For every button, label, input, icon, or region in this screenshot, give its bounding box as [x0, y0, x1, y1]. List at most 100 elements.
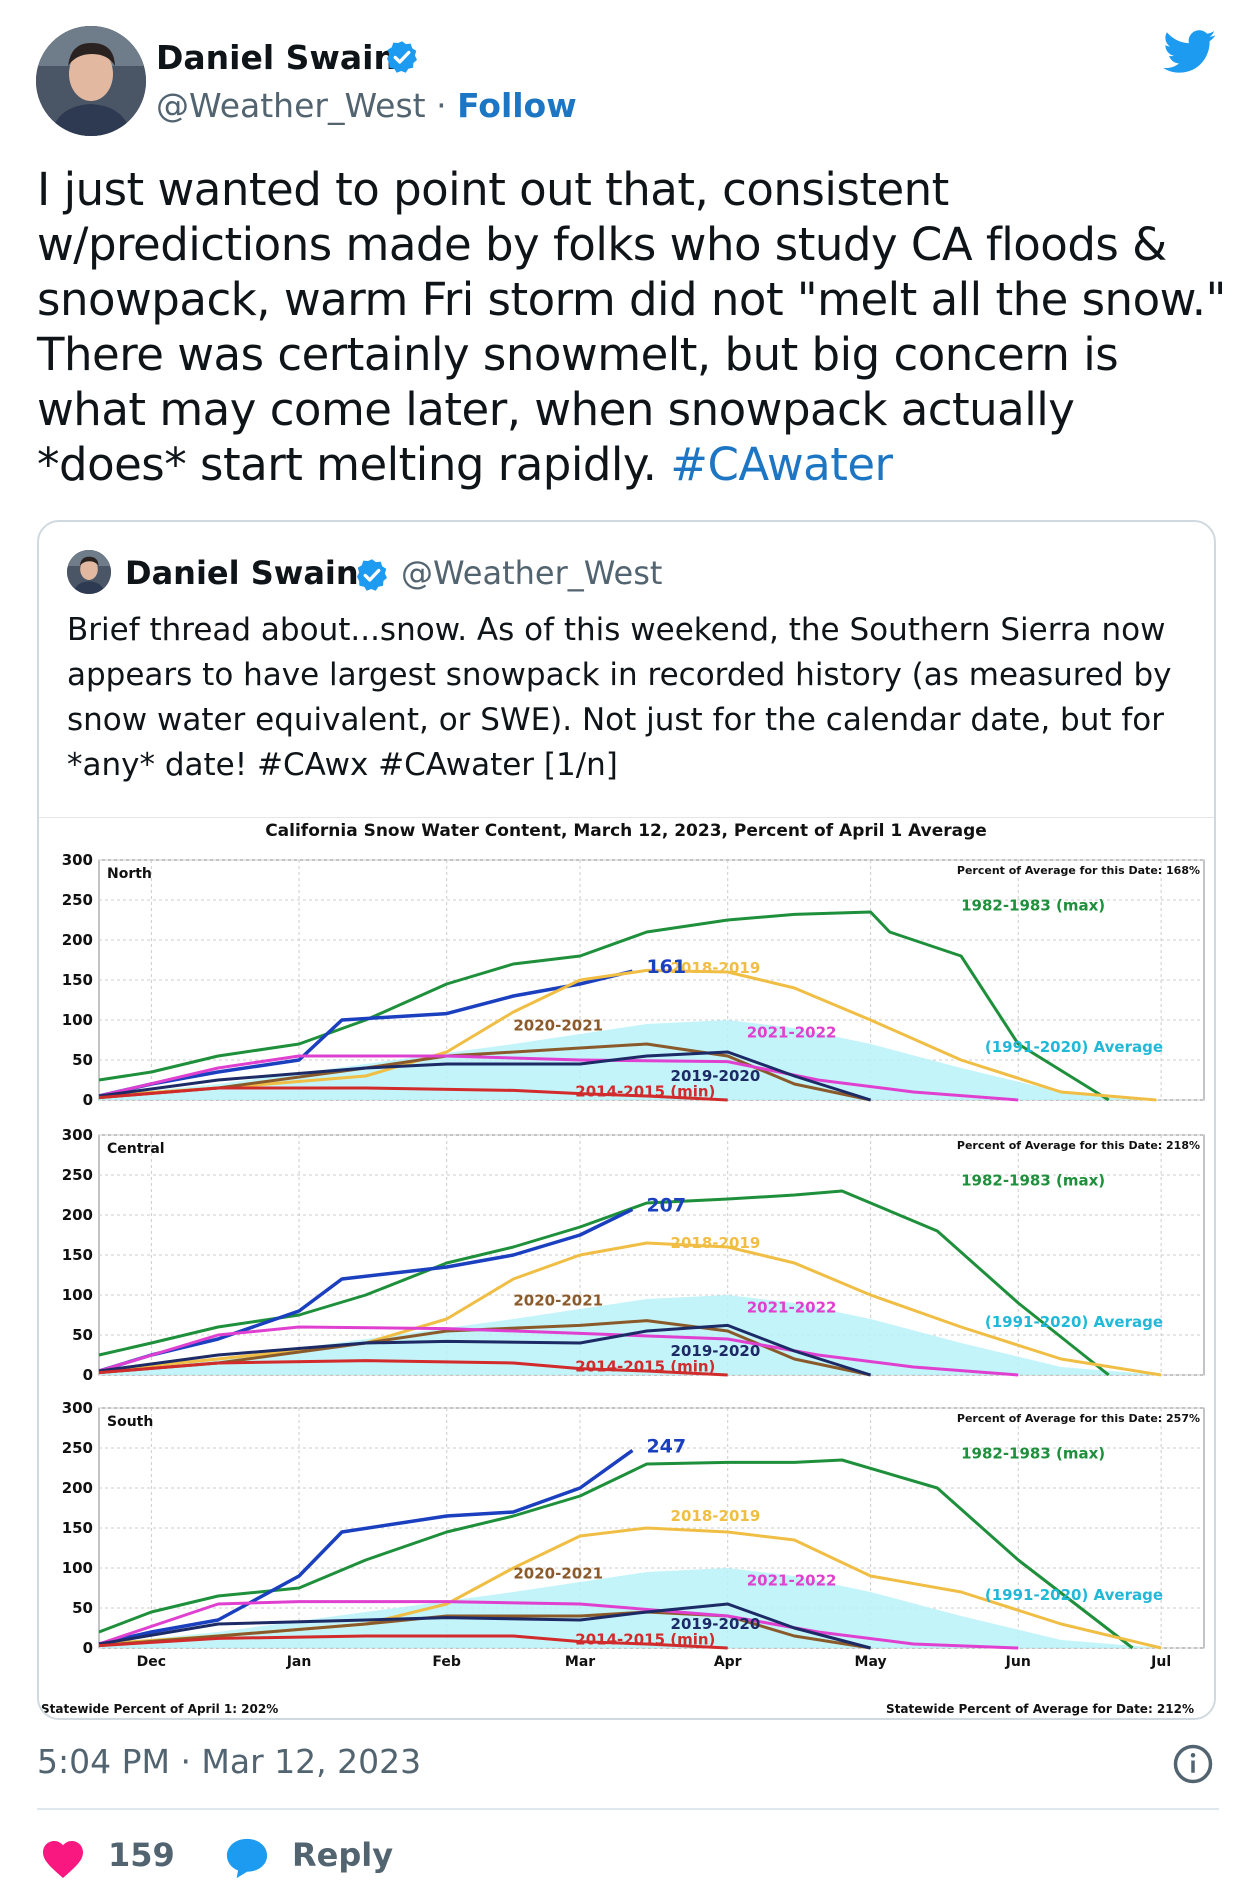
- series-label: 2014-2015 (min): [575, 1082, 715, 1100]
- snow-chart-image: California Snow Water Content, March 12,…: [39, 817, 1214, 1718]
- verified-badge-icon: [384, 39, 420, 79]
- series-label: 2018-2019: [671, 1507, 761, 1525]
- handle-line: @Weather_West · Follow: [156, 86, 577, 125]
- hashtag-link[interactable]: #CAwater: [670, 438, 893, 491]
- y-tick-label: 150: [62, 1246, 93, 1264]
- quoted-author-name: Daniel Swain: [125, 554, 359, 592]
- series-label: 2019-2020: [671, 1342, 761, 1360]
- series-label: 2018-2019: [671, 959, 761, 977]
- author-name[interactable]: Daniel Swain: [156, 38, 397, 77]
- chart-title: California Snow Water Content, March 12,…: [265, 821, 987, 841]
- x-tick-label: Jul: [1150, 1654, 1171, 1670]
- x-tick-label: Jun: [1005, 1654, 1031, 1670]
- y-tick-label: 150: [62, 971, 93, 989]
- y-tick-label: 0: [83, 1366, 93, 1384]
- separator: ·: [425, 86, 458, 125]
- y-tick-label: 150: [62, 1519, 93, 1537]
- series-label: (1991-2020) Average: [985, 1038, 1163, 1056]
- series-label: 2020-2021: [513, 1016, 603, 1034]
- y-tick-label: 50: [72, 1326, 93, 1344]
- heart-icon[interactable]: [40, 1838, 86, 1882]
- series-line: [98, 1086, 728, 1102]
- follow-button[interactable]: Follow: [457, 86, 577, 125]
- x-tick-label: Apr: [714, 1654, 742, 1670]
- y-tick-label: 200: [62, 931, 93, 949]
- series-line: [98, 1600, 1019, 1650]
- y-tick-label: 200: [62, 1206, 93, 1224]
- current-value-label: 247: [646, 1435, 686, 1457]
- series-label: 1982-1983 (max): [961, 1444, 1105, 1462]
- timestamp[interactable]: 5:04 PM · Mar 12, 2023: [37, 1742, 422, 1781]
- quoted-author-handle: @Weather_West: [401, 554, 663, 592]
- series-line: [98, 910, 1110, 1102]
- y-tick-label: 0: [83, 1091, 93, 1109]
- divider: [37, 1808, 1219, 1810]
- series-label: (1991-2020) Average: [985, 1586, 1163, 1604]
- series-label: 2020-2021: [513, 1291, 603, 1309]
- series-label: 1982-1983 (max): [961, 896, 1105, 914]
- x-tick-label: Feb: [432, 1654, 461, 1670]
- series-label: 2019-2020: [671, 1067, 761, 1085]
- series-label: 1982-1983 (max): [961, 1171, 1105, 1189]
- author-handle[interactable]: @Weather_West: [156, 86, 426, 125]
- y-tick-label: 300: [62, 851, 93, 869]
- tweet-body: I just wanted to point out that, consist…: [37, 163, 1226, 491]
- series-line: [98, 1448, 634, 1646]
- quoted-tweet-card[interactable]: Daniel Swain @Weather_West Brief thread …: [37, 520, 1216, 1720]
- y-tick-label: 250: [62, 891, 93, 909]
- verified-badge-icon: [354, 557, 390, 597]
- reply-button[interactable]: Reply: [292, 1836, 394, 1874]
- series-label: 2021-2022: [747, 1024, 837, 1042]
- series-line: [98, 1602, 871, 1650]
- x-tick-label: Jan: [286, 1654, 312, 1670]
- series-line: [98, 1359, 728, 1377]
- series-label: 2021-2022: [747, 1572, 837, 1590]
- panel-note: Percent of Average for this Date: 218%: [957, 1139, 1200, 1152]
- chart-footer-left: Statewide Percent of April 1: 202%: [41, 1702, 278, 1716]
- panel-note: Percent of Average for this Date: 257%: [957, 1412, 1200, 1425]
- panel-region-label: North: [107, 866, 152, 882]
- series-line: [98, 968, 1157, 1102]
- like-count: 159: [108, 1836, 175, 1874]
- series-line: [98, 1325, 1019, 1377]
- x-tick-label: Mar: [565, 1654, 595, 1670]
- series-label: 2021-2022: [747, 1299, 837, 1317]
- y-tick-label: 100: [62, 1286, 93, 1304]
- series-line: [98, 1323, 872, 1377]
- panel-region-label: Central: [107, 1141, 165, 1157]
- y-tick-label: 0: [83, 1639, 93, 1657]
- quoted-avatar: [67, 550, 111, 594]
- tweet-text: I just wanted to point out that, consist…: [37, 162, 1227, 492]
- series-label: 2018-2019: [671, 1234, 761, 1252]
- series-label: (1991-2020) Average: [985, 1313, 1163, 1331]
- series-line: [98, 1050, 872, 1102]
- series-label: 2014-2015 (min): [575, 1630, 715, 1648]
- y-tick-label: 50: [72, 1599, 93, 1617]
- series-line: [98, 1458, 1134, 1650]
- info-icon[interactable]: [1172, 1743, 1214, 1789]
- current-value-label: 207: [646, 1194, 686, 1216]
- panel-region-label: South: [107, 1414, 153, 1430]
- panel-note: Percent of Average for this Date: 168%: [957, 864, 1200, 877]
- reply-bubble-icon[interactable]: [224, 1836, 270, 1884]
- current-value-label: 161: [646, 956, 686, 978]
- series-line: [98, 969, 633, 1098]
- series-label: 2020-2021: [513, 1564, 603, 1582]
- y-tick-label: 100: [62, 1011, 93, 1029]
- avatar[interactable]: [36, 26, 146, 136]
- series-line: [98, 1054, 1019, 1102]
- y-tick-label: 300: [62, 1126, 93, 1144]
- series-line: [98, 1634, 728, 1650]
- snow-water-chart: California Snow Water Content, March 12,…: [41, 821, 1205, 1716]
- twitter-bird-icon[interactable]: [1163, 30, 1217, 78]
- y-tick-label: 200: [62, 1479, 93, 1497]
- y-tick-label: 300: [62, 1399, 93, 1417]
- x-tick-label: May: [855, 1654, 887, 1670]
- y-tick-label: 50: [72, 1051, 93, 1069]
- y-tick-label: 250: [62, 1166, 93, 1184]
- y-tick-label: 100: [62, 1559, 93, 1577]
- chart-footer-right: Statewide Percent of Average for Date: 2…: [886, 1702, 1194, 1716]
- y-tick-label: 250: [62, 1439, 93, 1457]
- x-tick-label: Dec: [137, 1654, 166, 1670]
- series-line: [98, 1189, 1110, 1377]
